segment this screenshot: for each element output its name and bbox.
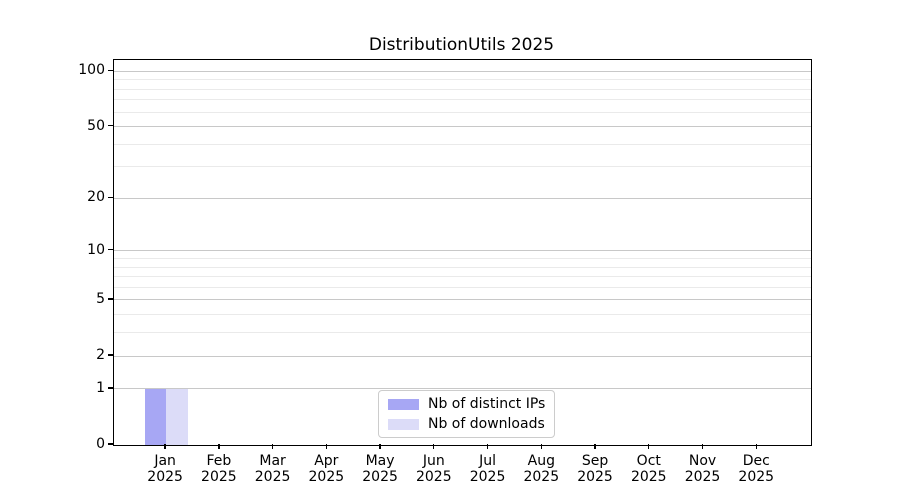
x-tick-year: 2025 xyxy=(630,469,667,485)
x-tick-month: Nov xyxy=(688,453,717,469)
x-tick-year: 2025 xyxy=(147,469,183,485)
x-tick-mark xyxy=(218,444,220,449)
y-tick-mark xyxy=(108,387,113,389)
y-tick-label: 20 xyxy=(87,189,105,206)
gridline-minor xyxy=(114,266,811,268)
y-tick-mark xyxy=(108,124,113,127)
gridline-major xyxy=(114,126,811,128)
x-tick-month: Jan xyxy=(154,453,176,469)
x-tick-mark xyxy=(271,444,274,449)
x-tick-label: Feb 2025 xyxy=(189,453,249,485)
gridline-minor xyxy=(114,88,811,90)
legend-swatch xyxy=(388,418,419,430)
x-tick-mark xyxy=(433,444,435,449)
y-tick-label: 1 xyxy=(96,379,105,396)
y-tick-label: 50 xyxy=(87,117,105,134)
gridline-minor xyxy=(114,166,811,168)
x-tick-month: Feb xyxy=(206,453,232,469)
legend-item: Nb of downloads xyxy=(388,416,545,432)
x-tick-label: Sep 2025 xyxy=(565,453,625,485)
x-tick-month: Jun xyxy=(422,453,445,469)
x-tick-year: 2025 xyxy=(523,469,560,485)
x-tick-label: Oct 2025 xyxy=(619,453,679,485)
x-tick-year: 2025 xyxy=(201,469,237,485)
legend-swatch xyxy=(388,398,419,410)
y-tick-label: 2 xyxy=(96,347,105,364)
x-tick-label: May 2025 xyxy=(350,453,410,485)
x-tick-label: Apr 2025 xyxy=(296,453,356,485)
x-tick-year: 2025 xyxy=(254,469,291,485)
x-tick-month: Oct xyxy=(636,453,661,469)
legend: Nb of distinct IPs Nb of downloads xyxy=(378,390,556,438)
bar-distinct-ips xyxy=(144,388,167,445)
x-tick-mark xyxy=(164,444,166,449)
x-tick-mark xyxy=(540,444,542,449)
legend-label: Nb of downloads xyxy=(428,416,545,432)
x-tick-year: 2025 xyxy=(469,469,506,485)
gridline-major xyxy=(114,197,811,199)
x-tick-year: 2025 xyxy=(684,469,721,485)
chart-title: DistributionUtils 2025 xyxy=(368,35,555,55)
y-tick-mark xyxy=(108,354,113,356)
x-tick-month: Jul xyxy=(479,453,497,469)
x-tick-month: Mar xyxy=(259,453,286,469)
legend-label: Nb of distinct IPs xyxy=(428,396,546,412)
x-tick-year: 2025 xyxy=(415,469,452,485)
y-tick-label: 5 xyxy=(96,290,105,307)
y-tick-mark xyxy=(108,69,113,71)
gridline-major xyxy=(114,70,811,72)
y-tick-mark xyxy=(108,249,113,251)
y-tick-mark xyxy=(108,196,113,199)
x-tick-label: Jul 2025 xyxy=(458,453,518,485)
gridline-minor xyxy=(114,99,811,101)
x-tick-year: 2025 xyxy=(738,469,775,485)
x-tick-year: 2025 xyxy=(308,469,345,485)
y-tick-label: 100 xyxy=(78,62,105,79)
legend-item: Nb of distinct IPs xyxy=(388,396,545,412)
x-tick-label: Dec 2025 xyxy=(726,453,786,485)
bar-downloads xyxy=(166,388,188,445)
y-tick-mark xyxy=(108,443,113,445)
x-tick-month: May xyxy=(365,453,395,469)
x-tick-mark xyxy=(379,444,381,449)
x-tick-year: 2025 xyxy=(362,469,398,485)
gridline-minor xyxy=(114,143,811,145)
x-tick-mark xyxy=(594,444,596,449)
y-tick-label: 10 xyxy=(87,241,105,258)
y-tick-label: 0 xyxy=(96,436,105,452)
x-tick-mark xyxy=(325,444,327,449)
plot-area: Nb of distinct IPs Nb of downloads xyxy=(113,59,812,446)
x-tick-mark xyxy=(701,444,704,449)
gridline-major xyxy=(114,388,811,390)
gridline-minor xyxy=(114,79,811,81)
gridline-major xyxy=(114,299,811,301)
x-tick-month: Aug xyxy=(527,453,555,469)
gridline-minor xyxy=(114,332,811,334)
gridline-major xyxy=(114,250,811,252)
x-tick-month: Sep xyxy=(581,453,609,469)
x-tick-year: 2025 xyxy=(577,469,613,485)
x-tick-month: Dec xyxy=(742,453,770,469)
gridline-minor xyxy=(114,258,811,259)
x-tick-label: Mar 2025 xyxy=(243,453,303,485)
y-tick-mark xyxy=(108,298,113,300)
gridline-minor xyxy=(114,276,811,278)
x-tick-mark xyxy=(486,444,489,449)
x-tick-label: Aug 2025 xyxy=(511,453,571,485)
gridline-minor xyxy=(114,286,811,288)
x-tick-month: Apr xyxy=(314,453,339,469)
gridline-major xyxy=(114,355,811,357)
gridline-minor xyxy=(114,314,811,316)
x-tick-mark xyxy=(755,444,757,449)
x-tick-label: Jan 2025 xyxy=(135,453,195,485)
gridline-minor xyxy=(114,111,811,113)
x-tick-label: Nov 2025 xyxy=(673,453,733,485)
x-tick-label: Jun 2025 xyxy=(404,453,464,485)
x-tick-mark xyxy=(648,444,650,449)
